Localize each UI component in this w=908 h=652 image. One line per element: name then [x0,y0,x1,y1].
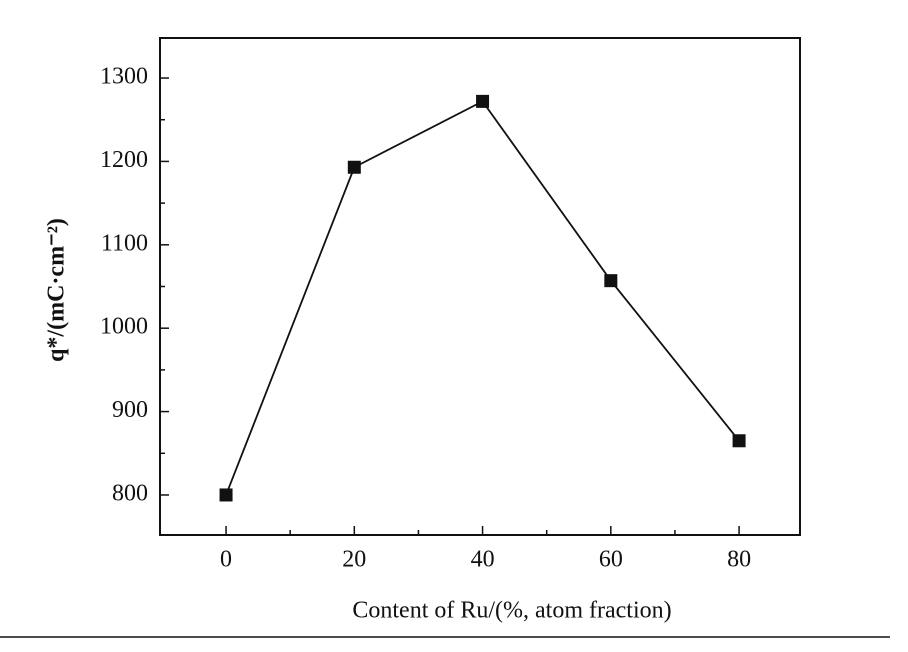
y-tick-label: 900 [112,397,148,423]
x-tick-label: 20 [342,547,366,573]
x-axis-label: Content of Ru/(%, atom fraction) [352,598,671,624]
x-tick-label: 80 [727,547,751,573]
x-tick-label: 40 [471,547,495,573]
data-line [225,100,740,496]
marker [732,434,746,448]
marker [347,160,361,174]
y-tick-label: 800 [112,480,148,506]
x-tick-label: 0 [220,547,232,573]
x-tick-label: 60 [599,547,623,573]
marker [604,274,618,288]
marker [476,94,490,108]
y-tick-label: 1200 [100,147,148,173]
y-tick-label: 1000 [100,314,148,340]
y-tick-label: 1300 [100,64,148,90]
y-axis-label: q*/(mC·cm⁻²) [44,218,70,362]
plot-frame [159,37,801,536]
marker [219,488,233,502]
y-tick-label: 1100 [101,230,148,256]
